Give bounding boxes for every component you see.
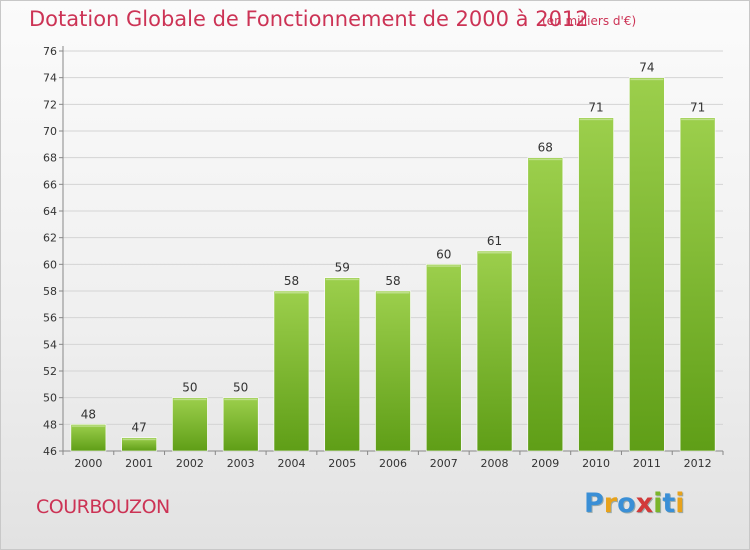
x-tick-label-2007: 2007 — [430, 457, 458, 470]
x-tick-label-2009: 2009 — [531, 457, 559, 470]
bar-2010 — [578, 117, 614, 452]
value-label-2003: 50 — [233, 381, 248, 395]
y-tick-label: 54 — [43, 338, 57, 351]
bar-2000 — [70, 424, 107, 452]
y-tick-label: 62 — [43, 232, 57, 245]
y-tick-label: 60 — [43, 258, 57, 271]
value-labels: 48 47 50 50 58 59 58 60 61 68 71 74 71 — [81, 61, 706, 435]
proxiti-logo: Proxiti — [584, 488, 685, 519]
bar-2007 — [425, 264, 462, 452]
y-tick-label: 70 — [43, 125, 57, 138]
logo-letter: t — [662, 488, 676, 519]
bars — [70, 77, 716, 452]
bar-highlight — [579, 118, 613, 121]
y-tick-label: 76 — [43, 45, 57, 58]
x-tick-label-2011: 2011 — [633, 457, 661, 470]
bar-highlight — [528, 158, 562, 161]
y-tick-label: 46 — [43, 445, 57, 458]
chart-unit: (en milliers d'€) — [542, 14, 637, 28]
x-tick-label-2004: 2004 — [277, 457, 305, 470]
value-label-2009: 68 — [538, 141, 553, 155]
y-tick-label: 48 — [43, 418, 57, 431]
value-label-2002: 50 — [182, 381, 197, 395]
x-tick-label-2006: 2006 — [379, 457, 407, 470]
bar-highlight — [376, 292, 410, 294]
value-label-2012: 71 — [690, 101, 705, 115]
bar-2008 — [476, 250, 513, 452]
bar-2006 — [375, 290, 411, 452]
bar-highlight — [122, 438, 156, 441]
y-tick-label: 58 — [43, 285, 57, 298]
y-tick-label: 52 — [43, 365, 57, 378]
y-tick-label: 64 — [43, 205, 57, 218]
bar-2002 — [172, 397, 208, 452]
value-label-2007: 60 — [436, 247, 451, 261]
x-tick-label-2010: 2010 — [582, 457, 610, 470]
bar-2005 — [324, 277, 361, 452]
x-tick-label-2000: 2000 — [74, 457, 102, 470]
bar-highlight — [427, 265, 461, 267]
bar-2001 — [121, 437, 157, 452]
bar-2012 — [679, 117, 716, 452]
bar-highlight — [71, 425, 105, 427]
x-tick-label-2001: 2001 — [125, 457, 153, 470]
logo-letter: x — [635, 488, 654, 519]
value-label-2005: 59 — [335, 261, 350, 275]
y-tick-label: 66 — [43, 178, 57, 191]
x-tick-label-2002: 2002 — [176, 457, 204, 470]
logo-letter: i — [675, 488, 685, 519]
value-label-2004: 58 — [284, 274, 299, 288]
x-tick-label-2012: 2012 — [684, 457, 712, 470]
bar-highlight — [478, 252, 512, 254]
bar-2009 — [527, 157, 564, 452]
bar-2003 — [222, 397, 259, 452]
value-label-2006: 58 — [385, 274, 400, 288]
y-tick-label: 68 — [43, 152, 57, 165]
value-label-2010: 71 — [588, 101, 603, 115]
y-tick-label: 72 — [43, 98, 57, 111]
commune-name: COURBOUZON — [36, 496, 170, 518]
bar-highlight — [681, 118, 715, 121]
logo-letter: o — [617, 488, 636, 519]
logo-letter: r — [603, 488, 618, 519]
bar-highlight — [630, 78, 664, 81]
bar-highlight — [224, 398, 258, 401]
bar-highlight — [325, 278, 359, 281]
logo-letter: P — [584, 488, 604, 519]
chart-title: Dotation Globale de Fonctionnement de 20… — [29, 7, 589, 31]
bar-highlight — [274, 292, 308, 294]
y-tick-label: 50 — [43, 392, 57, 405]
x-tick-label-2003: 2003 — [227, 457, 255, 470]
value-label-2011: 74 — [639, 61, 654, 75]
bar-highlight — [173, 398, 207, 401]
x-tick-label-2005: 2005 — [328, 457, 356, 470]
value-label-2001: 47 — [132, 421, 147, 435]
y-tick-label: 74 — [43, 72, 57, 85]
y-tick-label: 56 — [43, 312, 57, 325]
bar-2011 — [629, 77, 665, 452]
bar-2004 — [273, 290, 310, 452]
value-label-2008: 61 — [487, 234, 502, 248]
value-label-2000: 48 — [81, 407, 96, 421]
x-tick-label-2008: 2008 — [481, 457, 509, 470]
logo-letter: i — [653, 488, 663, 519]
